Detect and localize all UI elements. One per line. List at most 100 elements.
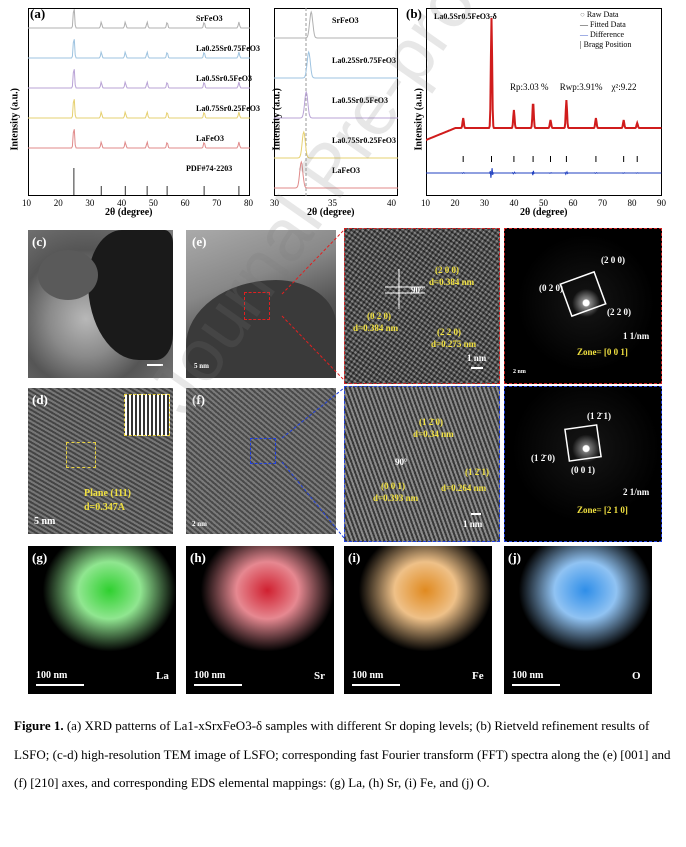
fft-e-zone: Zone= [0 0 1] (577, 347, 628, 357)
eds-element-label: Fe (472, 670, 484, 682)
eds-panel-label: (g) (32, 550, 48, 565)
zoom-connector-f (281, 387, 345, 539)
fft-f-spot-3: (0 0 1) (571, 465, 595, 475)
zoom-series-line (274, 50, 398, 79)
panel-b: (b) Intensity (a.u.) La0.5Sr0.5FeO3-δ ○ … (402, 0, 686, 218)
fft-e-spot-220: (2 2 0) (607, 307, 631, 317)
zoom-xtick-40: 40 (387, 198, 396, 208)
eds-map-fe: (i) 100 nm Fe (344, 546, 492, 694)
hrtem-e-plane-020: (0 2 0) (367, 311, 391, 321)
panel-a-xtick: 70 (212, 198, 222, 208)
zoom-series-label: La0.25Sr0.75FeO3 (332, 56, 396, 65)
panel-b-legend: ○ Raw Data — Fitted Data — Difference | … (580, 10, 632, 49)
hrtem-f-d-3: d=0.264 nm (441, 483, 487, 493)
zoom-xtick-30: 30 (270, 198, 279, 208)
panel-a-xtick: 20 (53, 198, 63, 208)
fft-e-scale: 1 1/nm (623, 331, 650, 341)
panel-b-ylabel: Intensity (a.u.) (413, 87, 425, 151)
zoom-series-label: La0.5Sr0.5FeO3 (332, 96, 388, 105)
fft-e-spot-020: (0 2 0) (539, 283, 563, 293)
xrd-series-label: La0.5Sr0.5FeO3 (196, 74, 252, 83)
panel-b-xtick: 60 (568, 198, 578, 208)
panel-a-xtick: 30 (85, 198, 95, 208)
xrd-series-label: LaFeO3 (196, 134, 224, 143)
xrd-series-line (28, 69, 250, 89)
panel-b-xtick: 10 (421, 198, 430, 208)
panel-b-xtick: 80 (627, 198, 637, 208)
panel-f-label: (f) (192, 392, 205, 407)
eds-map-sr: (h) 100 nm Sr (186, 546, 334, 694)
eds-scale-label: 100 nm (194, 670, 226, 681)
hrtem-e-image: (2 0 0) d=0.384 nm 90° (0 2 0) d=0.384 n… (344, 228, 500, 384)
panel-b-plot (426, 8, 662, 196)
xrd-series-label: SrFeO3 (196, 14, 223, 23)
eds-scale-label: 100 nm (352, 670, 384, 681)
panel-e-image: (e) 5 nm (186, 230, 336, 378)
panel-a-xtick: 80 (244, 198, 253, 208)
legend-bragg: Bragg Position (583, 40, 632, 49)
eds-element-label: La (156, 670, 169, 682)
panel-e-label: (e) (192, 234, 207, 249)
xrd-series-label: La0.75Sr0.25FeO3 (196, 104, 260, 113)
hrtem-f-image: (1 2̄ 0) d=0.34 nm 90° (0 0 1) d=0.393 n… (344, 386, 500, 542)
legend-diff: Difference (590, 30, 625, 39)
hrtem-f-d-1: d=0.34 nm (413, 429, 454, 439)
zoom-plot (274, 8, 398, 196)
panel-b-xtick: 90 (657, 198, 666, 208)
fft-f-scale: 2 1/nm (623, 487, 650, 497)
panel-c-label: (c) (32, 234, 47, 249)
zoom-series-line (274, 10, 398, 39)
eds-map-la: (g) 100 nm La (28, 546, 176, 694)
caption-fig-number: Figure 1. (14, 718, 64, 733)
eds-scale-label: 100 nm (512, 670, 544, 681)
panel-a: (a) Intensity (a.u.) SrFeO3 La0.25Sr0.75F… (0, 0, 262, 218)
panel-b-xtick: 30 (480, 198, 489, 208)
hrtem-e-d-220: d=0.275 nm (431, 339, 477, 349)
hrtem-f-plane-1: (1 2̄ 0) (419, 417, 443, 427)
figure-caption: Figure 1. (a) XRD patterns of La1-xSrxFe… (14, 712, 674, 798)
hrtem-f-plane-2: (0 0 1) (381, 481, 405, 491)
panel-d-d: d=0.347A (84, 502, 125, 513)
fft-f-spot-2: (1 2̄ 0) (531, 453, 555, 463)
legend-fitted: Fitted Data (590, 20, 626, 29)
hrtem-e-d-200: d=0.384 nm (429, 277, 475, 287)
panel-f-image: (f) 2 nm (186, 388, 336, 534)
fft-e-small-scale: 2 nm (513, 369, 526, 375)
panel-b-xtick: 40 (509, 198, 519, 208)
panel-a-xtick: 50 (148, 198, 158, 208)
panel-d-plane: Plane (111) (84, 488, 131, 499)
hrtem-f-angle: 90° (395, 457, 408, 467)
panel-a-xtick: 60 (180, 198, 190, 208)
panel-a-label: (a) (30, 6, 46, 21)
zoom-series-label: SrFeO3 (332, 16, 359, 25)
hrtem-f-scale: 1 nm (463, 519, 483, 529)
zoom-series-line (274, 160, 398, 189)
caption-text: (a) XRD patterns of La1-xSrxFeO3-δ sampl… (14, 718, 671, 790)
xrd-series-label: PDF#74-2203 (186, 164, 233, 173)
legend-raw: Raw Data (586, 10, 619, 19)
panel-d-label: (d) (32, 392, 48, 407)
zoom-series-label: LaFeO3 (332, 166, 360, 175)
panel-b-stats: Rp:3.03 % Rwp:3.91% χ²:9.22 (510, 82, 637, 92)
zoom-xtick-35: 35 (328, 198, 337, 208)
panel-e-scale: 5 nm (194, 362, 209, 370)
eds-panel-label: (i) (348, 550, 361, 565)
panel-b-xtick: 70 (598, 198, 607, 208)
fft-f-image: (1 2̄ 1) (1 2̄ 0) (0 0 1) 2 1/nm Zone= [… (504, 386, 662, 542)
panel-b-label: (b) (406, 6, 422, 21)
eds-panel-label: (h) (190, 550, 206, 565)
panel-a-xtick: 10 (22, 198, 31, 208)
hrtem-e-d-020: d=0.384 nm (353, 323, 399, 333)
zoom-series-line (274, 130, 398, 159)
eds-map-o: (j) 100 nm O (504, 546, 652, 694)
eds-scale-label: 100 nm (36, 670, 68, 681)
panel-d-scale: 5 nm (34, 516, 56, 527)
xrd-series-line (28, 39, 250, 59)
hrtem-e-angle: 90° (411, 285, 424, 295)
panel-b-title: La0.5Sr0.5FeO3-δ (434, 12, 497, 21)
hrtem-f-plane-3: (1 2̄ 1) (465, 467, 489, 477)
panel-d-image: (d) Plane (111) d=0.347A 5 nm (28, 388, 173, 534)
zoom-connector-e (281, 229, 345, 381)
hrtem-e-plane-200: (2 0 0) (435, 265, 459, 275)
fft-e-spot-200: (2 0 0) (601, 255, 625, 265)
